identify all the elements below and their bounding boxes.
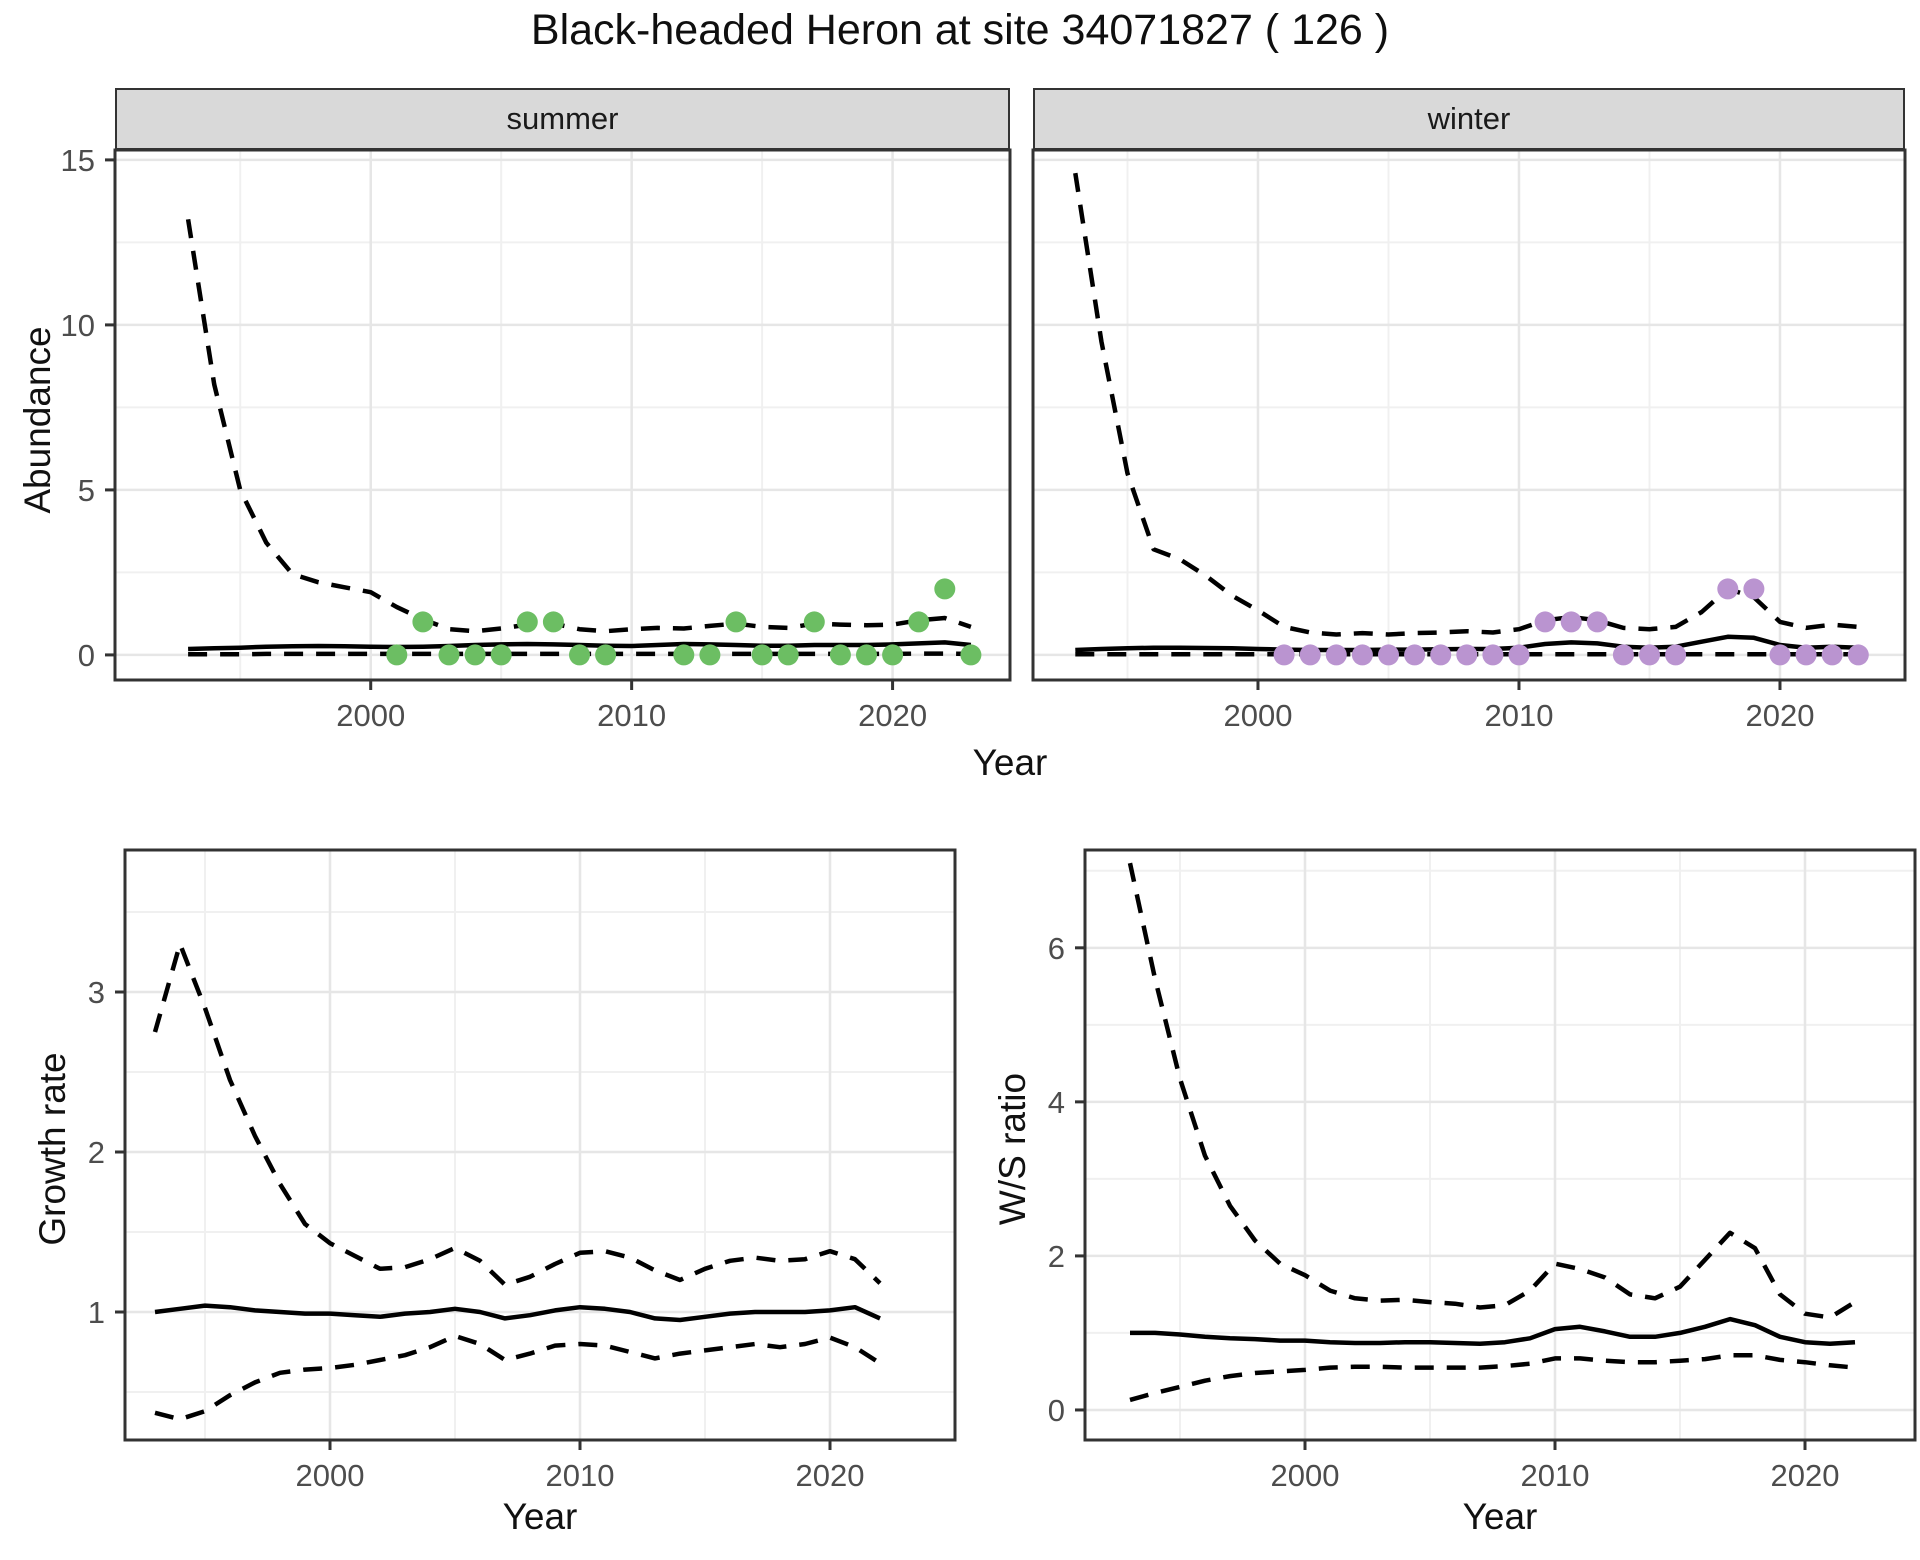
data-point: [1404, 644, 1426, 666]
facet-label-summer: summer: [506, 101, 619, 136]
y-tick-label: 2: [88, 1135, 105, 1170]
panel-ws-ratio: 2000 2010 2020 0 2 4 6: [1048, 848, 1917, 1493]
lower_ci-line: [1129, 1353, 1856, 1403]
data-point: [1273, 644, 1295, 666]
data-point: [751, 644, 773, 666]
x-tick-label: 2000: [336, 698, 405, 733]
data-point: [882, 644, 904, 666]
data-point: [1821, 644, 1843, 666]
data-point: [1482, 644, 1504, 666]
data-point: [829, 644, 851, 666]
data-point: [412, 611, 434, 633]
y-tick-label: 1: [88, 1295, 105, 1330]
data-point: [777, 644, 799, 666]
panel-border: [113, 148, 1012, 682]
data-point: [490, 644, 512, 666]
data-point: [1612, 644, 1634, 666]
x-tick-label: 2020: [858, 698, 927, 733]
x-axis-title-year-top: Year: [972, 742, 1048, 783]
facet-label-winter: winter: [1427, 101, 1511, 136]
data-point: [1534, 611, 1556, 633]
y-tick-label: 0: [78, 638, 95, 673]
y-tick-label: 10: [61, 308, 95, 343]
data-point: [1743, 578, 1765, 600]
mean-line: [154, 1303, 881, 1323]
page-title: Black-headed Heron at site 34071827 ( 12…: [530, 6, 1390, 54]
data-point: [960, 644, 982, 666]
y-tick-label: 15: [61, 143, 95, 178]
data-point: [464, 644, 486, 666]
panel-growth-rate: 2000 2010 2020 1 2 3: [88, 848, 957, 1493]
x-tick-label: 2010: [1484, 698, 1553, 733]
data-point: [1769, 644, 1791, 666]
data-point: [569, 644, 590, 666]
data-point: [1717, 578, 1739, 600]
panel-border: [1031, 148, 1907, 682]
x-tick-label: 2010: [1521, 1458, 1590, 1493]
data-point: [1351, 644, 1373, 666]
upper_ci-line: [1127, 862, 1857, 1320]
data-point: [1299, 644, 1321, 666]
data-point: [542, 611, 564, 633]
y-tick-label: 4: [1048, 1085, 1065, 1120]
data-point: [516, 611, 538, 633]
data-point: [438, 644, 460, 666]
data-point: [725, 611, 747, 633]
x-tick-label: 2010: [597, 698, 666, 733]
panel-abundance-winter: 2000 2010 2020: [1031, 148, 1907, 733]
x-tick-label: 2020: [1745, 698, 1814, 733]
y-tick-label: 0: [1048, 1393, 1065, 1428]
data-point: [699, 644, 721, 666]
x-axis-title-year-bottom-right: Year: [1462, 1496, 1538, 1537]
x-axis-title-year-bottom-left: Year: [502, 1496, 578, 1537]
x-tick-label: 2020: [796, 1458, 865, 1493]
y-tick-label: 3: [88, 975, 105, 1010]
data-point: [595, 644, 617, 666]
data-point: [1795, 644, 1817, 666]
facet-strip-summer: summer: [115, 88, 1010, 150]
data-point: [908, 611, 930, 633]
upper_ci-line: [152, 941, 882, 1288]
data-point: [1560, 611, 1582, 633]
data-point: [934, 578, 956, 600]
data-point: [1847, 644, 1869, 666]
data-point: [1586, 611, 1608, 633]
x-tick-label: 2000: [296, 1458, 365, 1493]
y-tick-label: 5: [78, 473, 95, 508]
panel-border: [1083, 848, 1917, 1442]
data-point: [1508, 644, 1530, 666]
facet-strip-winter: winter: [1033, 88, 1905, 150]
y-tick-label: 2: [1048, 1239, 1065, 1274]
panel-abundance-summer: 2000 2010 2020 0 5 10 15: [61, 143, 1012, 733]
data-point: [1665, 644, 1687, 666]
lower_ci-line: [154, 1333, 882, 1422]
data-point: [1456, 644, 1478, 666]
x-tick-label: 2010: [546, 1458, 615, 1493]
data-point: [1325, 644, 1347, 666]
mean-line: [1130, 1316, 1856, 1346]
data-point: [673, 644, 695, 666]
data-point: [1378, 644, 1399, 666]
data-point: [856, 644, 877, 666]
panel-border: [123, 848, 957, 1442]
data-point: [1430, 644, 1452, 666]
data-point: [386, 644, 408, 666]
upper_ci-line: [185, 218, 972, 634]
x-tick-label: 2020: [1771, 1458, 1840, 1493]
y-tick-label: 6: [1048, 931, 1065, 966]
x-tick-label: 2000: [1271, 1458, 1340, 1493]
x-tick-label: 2000: [1223, 698, 1292, 733]
data-point: [1639, 644, 1660, 666]
data-point: [803, 611, 825, 633]
